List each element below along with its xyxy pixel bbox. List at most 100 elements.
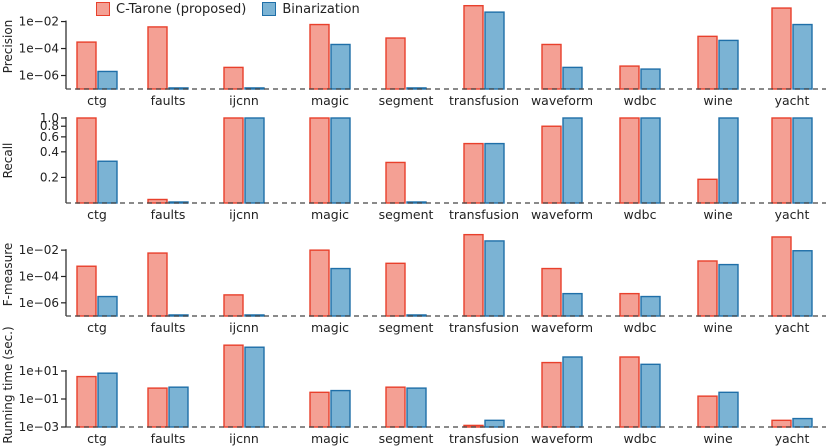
bar-ctg-c-tarone: [76, 41, 97, 90]
bar-wine-binarization: [718, 39, 739, 90]
x-tick-label: waveform: [531, 93, 593, 108]
bar-wdbc-c-tarone: [619, 292, 640, 317]
x-tick-label: segment: [379, 207, 434, 222]
bar-magic-binarization: [330, 267, 351, 317]
x-tick-label: yacht: [775, 93, 810, 108]
y-tick-label: 1e−02: [19, 15, 59, 29]
bar-wdbc-binarization: [640, 117, 661, 204]
x-tick-label: ctg: [87, 320, 107, 335]
bar-faults-c-tarone: [147, 387, 168, 428]
bar-transfusion-c-tarone: [463, 233, 484, 317]
bar-waveform-binarization: [562, 356, 583, 428]
bar-yacht-c-tarone: [771, 419, 792, 428]
bar-magic-c-tarone: [309, 391, 330, 428]
bar-transfusion-binarization: [484, 142, 505, 204]
bar-yacht-binarization: [792, 23, 813, 90]
bar-transfusion-binarization: [484, 419, 505, 428]
y-tick-label: 0.4: [40, 145, 59, 159]
bar-yacht-c-tarone: [771, 7, 792, 90]
bar-wdbc-c-tarone: [619, 356, 640, 428]
x-tick-label: transfusion: [449, 320, 519, 335]
x-tick-label: transfusion: [449, 431, 519, 446]
bar-ijcnn-c-tarone: [223, 117, 244, 204]
bar-ctg-binarization: [97, 70, 118, 90]
bar-wdbc-c-tarone: [619, 65, 640, 90]
legend-item-series-a: C-Tarone (proposed): [96, 2, 246, 17]
x-tick-label: wine: [703, 93, 733, 108]
bar-ctg-binarization: [97, 160, 118, 204]
x-tick-label: transfusion: [449, 207, 519, 222]
x-tick-label: yacht: [775, 207, 810, 222]
y-tick-label: 1.0: [40, 111, 59, 125]
bar-ctg-c-tarone: [76, 265, 97, 317]
x-tick-label: faults: [151, 320, 186, 335]
x-tick-label: segment: [379, 320, 434, 335]
y-tick-label: 1e+01: [19, 364, 59, 378]
y-tick-label: 0.2: [40, 170, 59, 184]
bar-yacht-binarization: [792, 250, 813, 317]
bar-segment-c-tarone: [385, 386, 406, 428]
bar-faults-binarization: [168, 386, 189, 428]
x-tick-label: faults: [151, 93, 186, 108]
x-tick-label: ctg: [87, 93, 107, 108]
bar-transfusion-binarization: [484, 240, 505, 317]
x-tick-label: transfusion: [449, 93, 519, 108]
y-tick-label: 1e−04: [19, 42, 59, 56]
bar-waveform-c-tarone: [541, 43, 562, 90]
x-tick-label: faults: [151, 431, 186, 446]
panel-2: 1.00.80.60.4 0.2 Recall ctg faults ijcnn magic…: [1, 111, 826, 222]
x-tick-label: magic: [311, 207, 349, 222]
bar-faults-c-tarone: [147, 26, 168, 90]
x-tick-label: faults: [151, 207, 186, 222]
bar-faults-c-tarone: [147, 252, 168, 317]
bar-yacht-c-tarone: [771, 117, 792, 204]
bar-ijcnn-binarization: [244, 346, 265, 428]
bar-ctg-c-tarone: [76, 117, 97, 204]
y-tick-label: 1e−01: [19, 392, 59, 406]
bar-waveform-c-tarone: [541, 125, 562, 204]
bar-magic-binarization: [330, 43, 351, 90]
legend-item-series-b: Binarization: [262, 1, 360, 17]
bar-ijcnn-c-tarone: [223, 66, 244, 90]
x-tick-label: segment: [379, 93, 434, 108]
y-axis-label: Precision: [1, 20, 15, 74]
bar-yacht-binarization: [792, 117, 813, 204]
bar-transfusion-c-tarone: [463, 4, 484, 90]
bar-wine-c-tarone: [697, 260, 718, 317]
y-tick-label: 1e−03: [19, 420, 59, 434]
bar-magic-binarization: [330, 389, 351, 428]
x-tick-label: magic: [311, 93, 349, 108]
legend-label-series-b: Binarization: [282, 1, 360, 17]
bar-waveform-c-tarone: [541, 267, 562, 317]
bar-wdbc-c-tarone: [619, 117, 640, 204]
x-tick-label: wdbc: [624, 320, 657, 335]
y-tick-label: 1e−06: [19, 69, 59, 83]
panel-1: 1e−02 1e−04 1e−06 Precision ctg faults ijcnn ma…: [1, 4, 826, 108]
bar-ctg-binarization: [97, 295, 118, 317]
bar-waveform-binarization: [562, 117, 583, 204]
x-tick-label: magic: [311, 320, 349, 335]
bar-ctg-binarization: [97, 372, 118, 428]
bar-segment-c-tarone: [385, 161, 406, 204]
bar-waveform-binarization: [562, 292, 583, 317]
x-tick-label: wdbc: [624, 431, 657, 446]
panel-4: 1e+01 1e−01 1e−03 Running time (sec.) ctg fau…: [1, 326, 826, 446]
x-tick-label: magic: [311, 431, 349, 446]
x-tick-label: ijcnn: [229, 320, 259, 335]
x-tick-label: wine: [703, 320, 733, 335]
x-tick-label: yacht: [775, 320, 810, 335]
bar-wdbc-binarization: [640, 68, 661, 90]
x-tick-label: ctg: [87, 431, 107, 446]
bar-transfusion-c-tarone: [463, 142, 484, 204]
bar-ijcnn-binarization: [244, 117, 265, 204]
bar-magic-c-tarone: [309, 23, 330, 90]
x-tick-label: ijcnn: [229, 93, 259, 108]
legend: C-Tarone (proposed) Binarization: [96, 0, 376, 18]
bar-segment-c-tarone: [385, 262, 406, 317]
x-tick-label: wdbc: [624, 93, 657, 108]
x-tick-label: ctg: [87, 207, 107, 222]
x-tick-label: segment: [379, 431, 434, 446]
bar-wine-c-tarone: [697, 35, 718, 90]
bar-waveform-binarization: [562, 66, 583, 90]
